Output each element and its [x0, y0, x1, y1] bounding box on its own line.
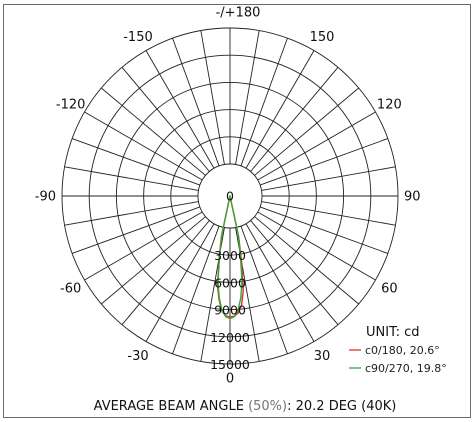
- radial-tick-label: 6000: [214, 275, 246, 290]
- grid-spoke: [259, 206, 389, 254]
- legend-label: c0/180, 20.6°: [365, 344, 440, 357]
- grid-spoke: [101, 216, 206, 305]
- grid-spoke: [145, 50, 215, 169]
- angle-label: 0: [226, 372, 234, 387]
- radial-tick-label: 3000: [214, 248, 246, 263]
- angle-label: -150: [123, 30, 153, 45]
- grid-spoke: [71, 206, 201, 254]
- angle-label: 150: [310, 30, 335, 45]
- grid-spoke: [250, 220, 339, 325]
- grid-spoke: [250, 67, 339, 172]
- intensity-curves: [216, 195, 244, 320]
- grid-spoke: [254, 216, 359, 305]
- grid-spoke: [240, 37, 288, 167]
- grid-spoke: [101, 87, 206, 176]
- beam-angle-footer: AVERAGE BEAM ANGLE (50%): 20.2 DEG (40K): [94, 399, 397, 414]
- grid-spoke: [245, 223, 315, 342]
- series-curve: [217, 195, 243, 320]
- legend: UNIT: cd c0/180, 20.6° c90/270, 19.8°: [349, 325, 447, 375]
- grid-spoke: [121, 67, 210, 172]
- angle-labels: -/+180 -150 150 -120 120 -90 90 -60 60 -30 30 0: [35, 6, 421, 387]
- grid-spoke: [200, 30, 225, 165]
- angle-label: -/+180: [216, 6, 261, 21]
- grid-spoke: [261, 166, 396, 191]
- legend-label: c90/270, 19.8°: [365, 362, 447, 375]
- grid-spoke: [254, 87, 359, 176]
- angle-label: -120: [56, 98, 86, 113]
- angle-label: -60: [60, 282, 81, 297]
- chart-frame: [3, 4, 471, 418]
- angle-label: -30: [127, 349, 148, 364]
- angle-label: 90: [404, 190, 421, 205]
- radial-tick-label: 9000: [214, 303, 246, 318]
- grid-spoke: [172, 225, 220, 355]
- angle-label: -90: [35, 190, 56, 205]
- grid-spoke: [259, 138, 389, 186]
- grid-spoke: [145, 223, 215, 342]
- angle-label: 60: [381, 282, 398, 297]
- grid-spoke: [257, 111, 376, 181]
- grid-spoke: [84, 211, 203, 281]
- polar-grid: [61, 27, 399, 365]
- grid-spoke: [172, 37, 220, 167]
- angle-label: 120: [377, 98, 402, 113]
- grid-spoke: [245, 50, 315, 169]
- radial-labels: 0 3000 6000 9000 12000 15000: [210, 189, 250, 373]
- radial-tick-label: 15000: [210, 357, 250, 372]
- angle-label: 30: [314, 349, 331, 364]
- grid-spoke: [64, 201, 199, 226]
- grid-spoke: [64, 166, 199, 191]
- grid-spoke: [84, 111, 203, 181]
- radial-tick-label: 12000: [210, 330, 250, 345]
- grid-spoke: [121, 220, 210, 325]
- unit-label: UNIT: cd: [366, 325, 420, 340]
- grid-spoke: [235, 30, 260, 165]
- grid-spoke: [240, 225, 288, 355]
- grid-spoke: [71, 138, 201, 186]
- grid-spoke: [257, 211, 376, 281]
- radial-tick-label: 0: [226, 189, 234, 204]
- grid-spoke: [261, 201, 396, 226]
